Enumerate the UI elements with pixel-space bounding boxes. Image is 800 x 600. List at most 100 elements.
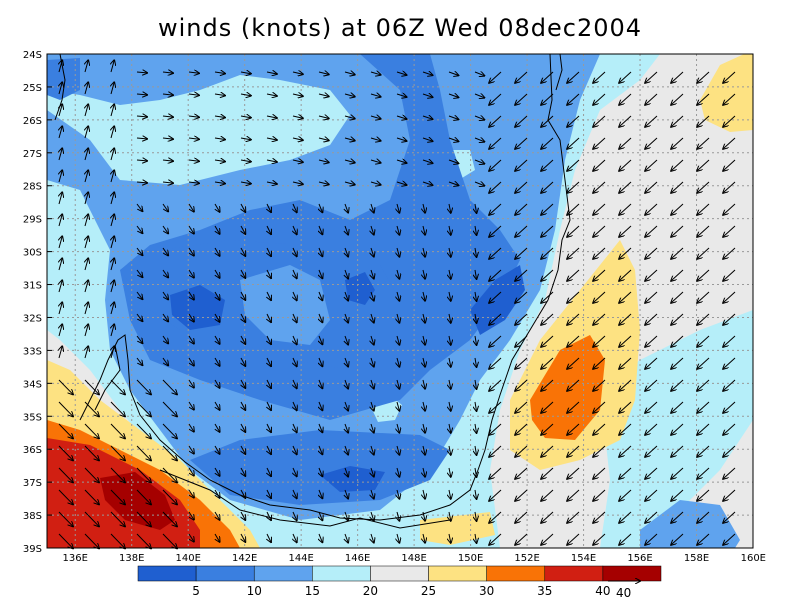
wind-arrow [489,247,502,259]
wind-arrow [241,247,245,256]
wind-arrow [371,313,374,323]
wind-arrow [162,203,168,211]
wind-arrow [188,247,194,256]
wind-arrow [293,379,297,388]
colorbar-swatch [195,565,255,582]
reference-vector-label: 40 [616,586,631,600]
wind-arrow [241,203,245,212]
wind-arrow [515,115,528,127]
wind-arrow [489,379,502,391]
wind-arrow [370,72,381,75]
wind-arrow [188,379,194,388]
wind-arrow [85,104,88,117]
wind-arrow [241,533,245,542]
wind-arrow [671,445,684,457]
wind-arrow [162,269,168,277]
wind-arrow [515,533,528,545]
wind-arrow [215,335,220,344]
wind-arrow [567,313,580,325]
wind-arrow [344,160,355,163]
lat-label: 26S [23,116,42,127]
wind-arrow [567,357,580,369]
wind-arrow [515,203,528,215]
wind-arrow [215,313,220,322]
wind-arrow [593,445,606,457]
wind-arrow [345,313,348,323]
wind-arrow [619,401,632,413]
wind-arrow [645,203,658,215]
wind-arrow [136,489,151,504]
wind-arrow [85,302,88,315]
wind-arrow [448,72,458,75]
wind-arrow [136,467,151,482]
wind-arrow [267,489,271,498]
lon-label: 142E [232,553,257,564]
wind-arrow [723,93,736,105]
lat-label: 34S [23,379,42,390]
wind-arrow [85,280,88,293]
wind-arrow [162,247,168,255]
wind-arrow [423,423,425,433]
wind-arrow [136,445,151,460]
wind-arrow [489,357,502,369]
wind-arrow [697,247,710,259]
wind-arrow [723,423,736,435]
wind-arrow [293,445,297,454]
wind-arrow [619,335,632,347]
wind-arrow [515,159,528,171]
wind-arrow [515,291,528,303]
wind-arrow [671,401,684,413]
wind-arrow [449,445,451,455]
wind-arrow [567,159,580,171]
wind-arrow [215,269,220,278]
colorbar-label: 15 [305,584,320,598]
wind-arrow [110,511,125,526]
wind-arrow [697,401,710,413]
wind-arrow [567,291,580,303]
wind-arrow [162,357,168,365]
lat-label: 35S [23,412,42,423]
wind-arrow [541,335,554,347]
wind-arrow [241,401,245,410]
wind-arrow [515,247,528,259]
wind-arrow [293,291,297,300]
wind-arrow [85,192,88,205]
wind-arrow [58,489,73,504]
wind-arrow [671,467,684,479]
wind-arrow [241,269,245,278]
wind-arrow [489,335,502,347]
wind-arrow [474,72,484,76]
wind-arrow [58,511,73,526]
wind-arrow [489,115,502,127]
wind-arrow [474,94,484,98]
wind-vectors [58,60,736,548]
wind-arrow [58,533,73,548]
wind-arrow [619,489,632,501]
wind-arrow [215,445,220,454]
wind-arrow [541,313,554,325]
colorbar-swatch [544,565,604,582]
wind-arrow [397,489,399,499]
wind-arrow [319,511,322,520]
wind-arrow [162,379,177,394]
wind-arrow [241,467,245,476]
wind-arrow [723,467,736,479]
wind-arrow [136,182,147,183]
wind-arrow [162,225,168,233]
wind-arrow [723,313,736,325]
wind-arrow [111,324,114,337]
wind-arrow [449,357,451,367]
wind-arrow [423,313,425,323]
wind-arrow [515,511,528,523]
wind-arrow [162,116,173,117]
wind-arrow [475,203,477,213]
wind-arrow [110,467,125,482]
wind-arrow [136,247,142,255]
wind-arrow [489,291,502,303]
wind-arrow [619,225,632,237]
wind-arrow [111,148,114,161]
wind-arrow [671,181,684,193]
wind-arrow [697,225,710,237]
wind-arrow [345,489,348,499]
wind-arrow [593,159,606,171]
